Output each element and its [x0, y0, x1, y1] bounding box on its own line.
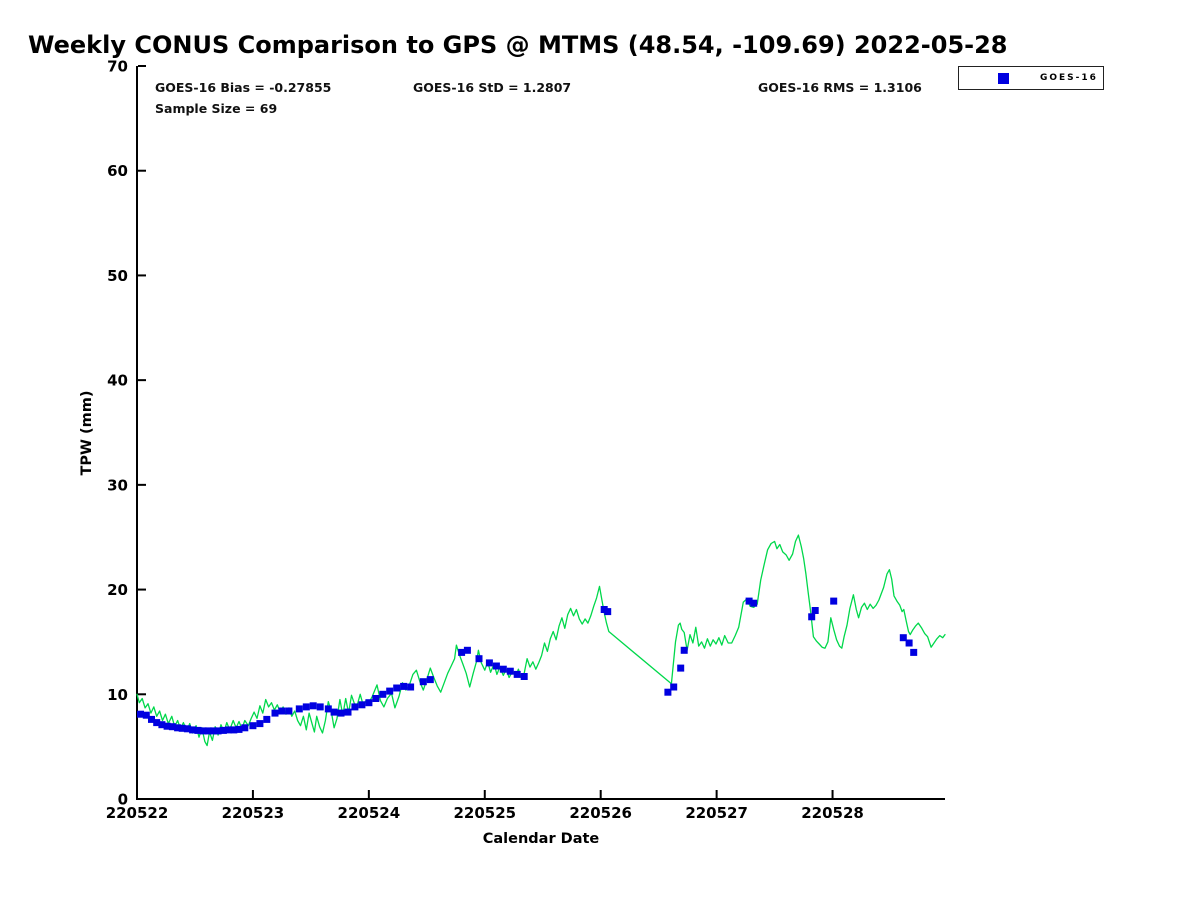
goes16-marker — [316, 703, 324, 711]
goes16-marker — [670, 683, 678, 691]
goes16-marker — [664, 688, 672, 696]
goes16-marker — [393, 684, 401, 692]
stat-rms: GOES-16 RMS = 1.3106 — [758, 80, 922, 95]
goes16-marker — [137, 710, 144, 718]
goes16-marker — [263, 715, 271, 723]
legend-box: GOES-16 — [958, 66, 1104, 90]
goes16-legend-marker-icon — [998, 72, 1009, 84]
goes16-marker — [372, 695, 380, 702]
goes16-marker — [745, 597, 753, 605]
stat-std: GOES-16 StD = 1.2807 — [413, 80, 572, 95]
goes16-marker — [513, 670, 521, 678]
goes16-marker — [153, 719, 161, 727]
y-axis-title: TPW (mm) — [79, 390, 95, 476]
goes16-marker — [492, 662, 500, 670]
y-tick-label: 30 — [107, 476, 128, 494]
goes16-marker — [419, 678, 427, 686]
goes16-marker — [379, 690, 387, 698]
goes16-marker — [194, 726, 202, 734]
goes16-marker — [905, 639, 913, 647]
goes16-marker — [295, 705, 303, 713]
x-tick-label: 220527 — [685, 804, 748, 822]
y-tick-label: 0 — [118, 791, 128, 809]
goes16-marker — [506, 667, 514, 675]
y-tick-label: 20 — [107, 581, 128, 599]
stat-sample-size: Sample Size = 69 — [155, 101, 278, 116]
legend-label: GOES-16 — [1040, 73, 1098, 83]
goes16-marker — [830, 597, 838, 605]
goes16-marker — [249, 722, 257, 730]
goes16-marker — [604, 608, 612, 616]
goes16-marker — [271, 709, 279, 717]
x-tick-label: 220522 — [106, 804, 169, 822]
goes16-marker — [174, 724, 182, 732]
goes16-marker — [219, 726, 227, 734]
goes16-marker — [520, 673, 528, 680]
x-tick-label: 220523 — [222, 804, 285, 822]
x-tick-label: 220526 — [569, 804, 632, 822]
goes16-marker — [499, 665, 507, 673]
goes16-marker — [463, 646, 471, 654]
goes16-marker — [324, 705, 332, 713]
goes16-marker — [386, 687, 394, 695]
goes16-marker — [178, 724, 186, 732]
goes16-marker — [214, 727, 222, 735]
y-tick-label: 70 — [107, 58, 128, 76]
goes16-marker — [309, 702, 317, 710]
chart-title: Weekly CONUS Comparison to GPS @ MTMS (4… — [28, 31, 1008, 59]
goes16-marker — [330, 708, 338, 716]
goes16-marker — [677, 664, 685, 672]
goes16-marker — [210, 727, 217, 735]
y-tick-label: 10 — [107, 686, 128, 704]
y-tick-label: 50 — [107, 267, 128, 285]
x-axis-title: Calendar Date — [482, 831, 600, 847]
goes16-marker — [458, 648, 466, 656]
x-tick-label: 220525 — [453, 804, 516, 822]
goes16-marker — [337, 709, 345, 717]
goes16-marker — [183, 725, 191, 733]
goes16-marker — [302, 703, 310, 711]
goes16-marker — [808, 613, 816, 621]
goes16-marker — [158, 721, 166, 729]
x-tick-label: 220524 — [338, 804, 401, 822]
goes16-marker — [910, 648, 918, 656]
goes16-marker — [278, 707, 286, 715]
goes16-marker — [750, 599, 758, 607]
goes16-marker — [235, 725, 243, 733]
goes16-marker — [256, 720, 264, 728]
goes16-marker — [241, 724, 249, 732]
x-tick-label: 220528 — [801, 804, 864, 822]
goes16-marker — [204, 727, 212, 735]
goes16-marker — [168, 723, 176, 731]
goes16-marker — [189, 726, 197, 734]
goes16-marker — [163, 722, 171, 730]
gps-tpw-line — [136, 534, 946, 747]
goes16-marker — [285, 707, 293, 715]
goes16-marker — [680, 646, 688, 654]
goes16-marker — [811, 607, 819, 614]
goes16-marker — [148, 715, 155, 723]
goes16-marker — [344, 708, 352, 716]
goes16-marker — [225, 726, 233, 734]
y-tick-label: 60 — [107, 162, 128, 180]
goes16-marker — [475, 655, 483, 663]
goes16-marker — [358, 701, 366, 709]
goes16-marker — [199, 727, 207, 735]
goes16-marker — [351, 703, 359, 711]
goes16-marker — [426, 676, 434, 684]
goes16-marker — [485, 659, 493, 667]
goes16-marker — [407, 683, 415, 691]
goes16-marker — [400, 682, 408, 690]
goes16-marker — [899, 634, 907, 642]
goes16-marker — [230, 726, 238, 734]
goes16-marker — [365, 699, 373, 707]
stat-bias: GOES-16 Bias = -0.27855 — [155, 80, 332, 95]
goes16-marker — [142, 711, 150, 719]
y-tick-label: 40 — [107, 372, 128, 390]
